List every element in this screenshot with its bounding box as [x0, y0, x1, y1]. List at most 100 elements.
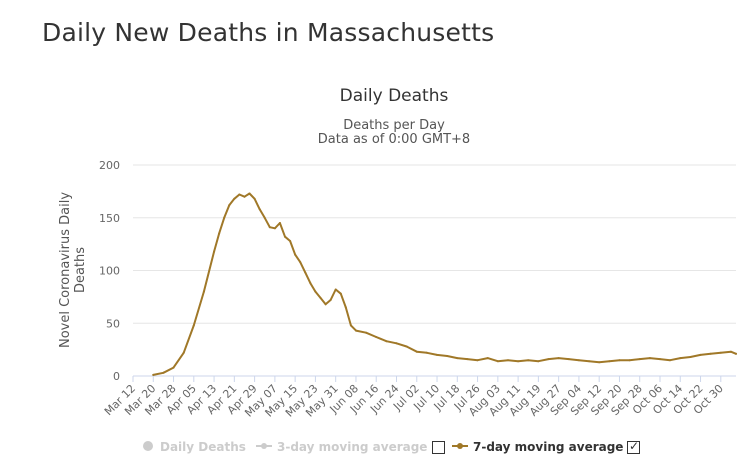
data-point — [456, 357, 459, 360]
legend-marker-7-day — [457, 443, 463, 449]
data-point — [659, 358, 661, 361]
data-point — [192, 324, 195, 327]
data-point — [162, 371, 165, 374]
data-point — [294, 253, 297, 256]
data-point — [507, 359, 509, 362]
legend-item-7-day-average[interactable]: 7-day moving average — [452, 440, 623, 454]
data-point — [268, 226, 271, 229]
legend-checkbox-7-day-average[interactable]: ✓ — [627, 439, 640, 454]
data-point — [517, 360, 520, 363]
data-point — [537, 360, 540, 363]
data-point — [729, 350, 732, 353]
data-point — [202, 290, 205, 293]
data-point — [669, 359, 672, 362]
y-tick-label: 150 — [99, 212, 120, 225]
data-point — [699, 353, 702, 356]
legend-label-3-day-average[interactable]: 3-day moving average — [277, 440, 427, 454]
data-point — [547, 358, 550, 361]
data-point — [243, 195, 246, 198]
data-point — [648, 357, 651, 360]
data-point — [719, 351, 722, 354]
y-axis-label-line1: Novel Coronavirus Daily — [58, 192, 73, 348]
data-point — [385, 340, 388, 343]
data-point — [598, 361, 601, 364]
y-axis-ticks: 0 50 100 150 200 — [99, 159, 120, 383]
data-point — [395, 342, 398, 345]
legend-item-daily-deaths[interactable]: Daily Deaths — [143, 440, 246, 454]
data-point — [577, 359, 580, 362]
data-point — [527, 359, 530, 362]
data-point — [309, 282, 312, 285]
data-point — [329, 299, 332, 301]
data-point — [618, 359, 621, 362]
data-point — [324, 303, 327, 306]
data-point — [233, 197, 236, 200]
data-point — [375, 336, 378, 338]
data-point — [223, 216, 226, 219]
data-point — [425, 351, 428, 354]
legend-label-daily-deaths[interactable]: Daily Deaths — [160, 440, 246, 454]
data-point — [415, 350, 418, 353]
data-point — [339, 292, 342, 295]
series-layer — [152, 192, 737, 376]
legend-marker-daily-deaths — [143, 441, 153, 451]
data-point — [314, 290, 317, 293]
data-point — [258, 208, 261, 211]
data-point — [466, 358, 469, 361]
data-point — [344, 306, 347, 309]
data-point — [319, 296, 322, 299]
data-point — [689, 356, 692, 358]
data-point — [486, 357, 489, 360]
data-point — [679, 357, 682, 360]
data-point — [172, 366, 175, 369]
data-point — [436, 353, 438, 356]
data-point — [735, 352, 737, 355]
checkmark-icon: ✓ — [629, 439, 640, 453]
data-point — [405, 345, 408, 348]
data-point — [278, 222, 281, 224]
data-point — [365, 331, 368, 334]
data-point — [557, 357, 560, 360]
data-point — [496, 360, 499, 363]
data-point — [628, 359, 631, 362]
data-point — [289, 240, 292, 242]
data-point — [304, 271, 307, 274]
data-point — [709, 352, 712, 355]
data-point — [248, 192, 251, 195]
series-line-7-day-average — [152, 192, 737, 376]
data-point — [355, 329, 357, 332]
data-point — [284, 235, 286, 238]
y-axis-label-line2: Deaths — [73, 247, 88, 293]
data-point — [588, 360, 591, 363]
data-point — [213, 250, 216, 253]
data-point — [567, 358, 570, 361]
data-point — [299, 261, 302, 264]
data-point — [608, 360, 611, 363]
y-tick-label: 100 — [99, 265, 120, 278]
y-tick-label: 0 — [113, 370, 120, 383]
data-point — [182, 351, 185, 354]
data-point — [228, 204, 231, 207]
data-point — [218, 232, 221, 235]
y-tick-label: 50 — [106, 317, 120, 330]
legend-label-7-day-average[interactable]: 7-day moving average — [473, 440, 623, 454]
page-title: Daily New Deaths in Massachusetts — [42, 18, 495, 47]
legend-checkbox-3-day-average[interactable] — [432, 441, 445, 454]
chart-subtitle-line1: Deaths per Day — [343, 118, 445, 133]
data-point — [476, 359, 479, 362]
data-point — [638, 358, 641, 361]
data-point — [263, 216, 266, 219]
legend: Daily Deaths 3-day moving average 7-day … — [143, 440, 623, 454]
legend-item-3-day-average[interactable]: 3-day moving average — [256, 440, 427, 454]
chart-subtitle-line2: Data as of 0:00 GMT+8 — [318, 132, 470, 147]
data-point — [334, 288, 337, 291]
data-point — [349, 324, 352, 327]
data-point — [238, 193, 241, 196]
data-point — [253, 197, 256, 200]
legend-marker-3-day — [261, 443, 267, 449]
gridlines — [133, 164, 736, 324]
y-tick-label: 200 — [99, 159, 120, 172]
data-point — [273, 227, 276, 230]
